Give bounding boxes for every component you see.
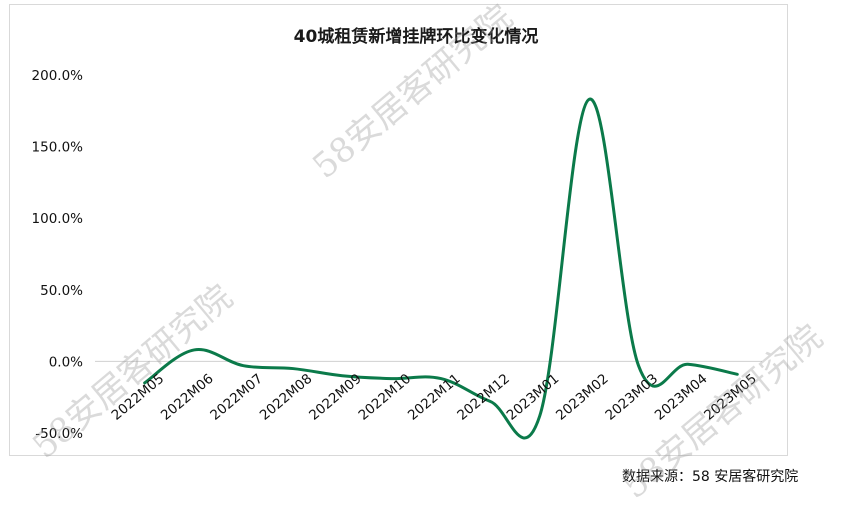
line-chart: 40城租赁新增挂牌环比变化情况 200.0% 150.0% 100.0% 50.0% 0…: [32, 26, 762, 442]
x-tick-label: 2022M08: [257, 371, 316, 424]
x-tick-label: 2022M05: [109, 371, 168, 424]
x-tick-label: 2023M03: [602, 371, 661, 424]
x-tick-label: 2023M02: [553, 371, 612, 424]
y-tick-label: 50.0%: [40, 283, 83, 299]
y-tick-label: -50.0%: [35, 426, 83, 442]
x-tick-label: 2023M05: [701, 371, 760, 424]
x-tick-label: 2022M07: [207, 371, 266, 424]
series-line: [143, 97, 739, 440]
y-tick-label: 150.0%: [32, 140, 84, 156]
data-source-note: 数据来源：58 安居客研究院: [622, 469, 799, 485]
chart-title: 40城租赁新增挂牌环比变化情况: [294, 26, 539, 47]
y-tick-label: 0.0%: [49, 354, 83, 370]
y-tick-label: 200.0%: [32, 68, 84, 84]
y-axis-ticks: 200.0% 150.0% 100.0% 50.0% 0.0% -50.0%: [32, 68, 84, 442]
x-tick-label: 2022M06: [158, 371, 217, 424]
x-tick-label: 2022M09: [306, 371, 365, 424]
x-tick-label: 2023M04: [652, 371, 711, 424]
chart-frame: 40城租赁新增挂牌环比变化情况 200.0% 150.0% 100.0% 50.0% 0…: [9, 4, 788, 456]
x-tick-label: 2023M01: [504, 371, 563, 424]
y-tick-label: 100.0%: [32, 211, 84, 227]
